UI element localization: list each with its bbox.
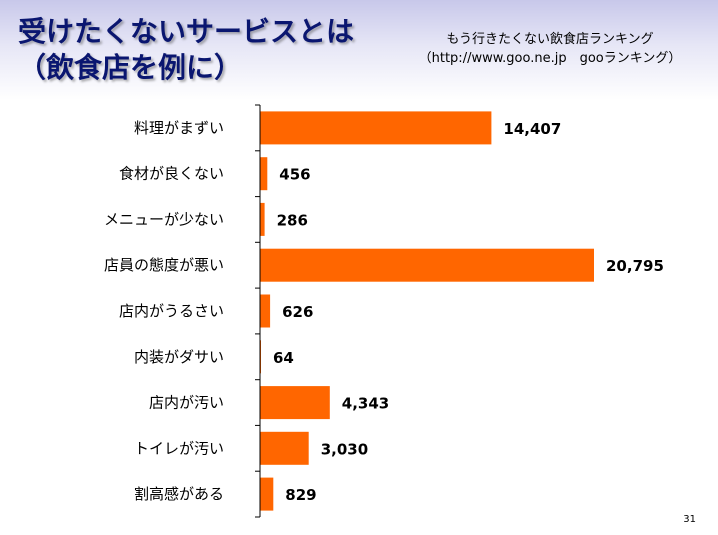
value-label: 456 xyxy=(279,166,310,184)
page-number: 31 xyxy=(683,514,696,525)
value-label: 286 xyxy=(277,211,308,229)
bar xyxy=(260,294,271,328)
category-label: 料理がまずい xyxy=(134,119,224,137)
value-label: 20,795 xyxy=(606,257,664,275)
value-label: 14,407 xyxy=(503,120,561,138)
category-label: 店内が汚い xyxy=(149,394,224,412)
source-note: もう行きたくない飲食店ランキング （http://www.goo.ne.jp g… xyxy=(400,30,700,68)
category-label: 店内がうるさい xyxy=(119,302,224,320)
value-label: 64 xyxy=(273,349,294,367)
category-label: 割高感がある xyxy=(134,485,224,503)
value-label: 3,030 xyxy=(321,440,368,458)
bar xyxy=(260,202,265,236)
bar xyxy=(260,431,309,465)
bar xyxy=(260,477,274,511)
value-label: 4,343 xyxy=(342,395,389,413)
bar xyxy=(260,386,330,420)
bar xyxy=(260,157,268,191)
slide-title: 受けたくないサービスとは （飲食店を例に） xyxy=(18,14,354,86)
category-label: 内装がダサい xyxy=(134,348,224,366)
title-band xyxy=(0,0,718,100)
value-label: 626 xyxy=(282,303,313,321)
value-label: 829 xyxy=(285,486,316,504)
category-label: 店員の態度が悪い xyxy=(104,256,224,274)
source-title: もう行きたくない飲食店ランキング xyxy=(446,32,654,47)
slide-title-line-1: 受けたくないサービスとは xyxy=(18,15,355,48)
category-label: メニューが少ない xyxy=(104,210,224,228)
slide-title-line-2: （飲食店を例に） xyxy=(18,51,243,84)
category-label: 食材が良くない xyxy=(119,165,224,183)
category-label: トイレが汚い xyxy=(134,439,224,457)
source-url: （http://www.goo.ne.jp gooランキング） xyxy=(418,51,682,66)
bar xyxy=(260,248,594,282)
bar xyxy=(260,111,492,145)
